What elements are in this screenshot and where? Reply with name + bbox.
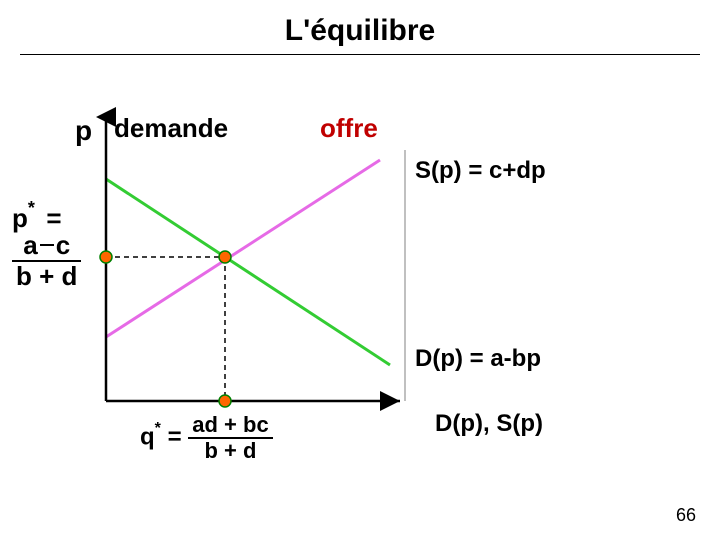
pstar-eq: = bbox=[46, 203, 61, 233]
x-axis-label: D(p), S(p) bbox=[435, 410, 543, 438]
supply-equation: S(p) = c+dp bbox=[415, 157, 546, 185]
slide-title: L'équilibre bbox=[0, 0, 720, 54]
pstar-sup: * bbox=[28, 198, 35, 218]
qstar-equation: q* = ad + bc b + d bbox=[140, 413, 273, 463]
pstar-var: p bbox=[12, 203, 28, 233]
qstar-fraction: ad + bc b + d bbox=[188, 413, 272, 463]
pstar-equation: p* = ac b + d bbox=[12, 205, 81, 290]
y-axis-label: p bbox=[75, 115, 92, 147]
offre-label: offre bbox=[320, 113, 378, 144]
qstar-var: q bbox=[140, 424, 155, 451]
demand-equation: D(p) = a-bp bbox=[415, 345, 541, 373]
demande-label: demande bbox=[114, 113, 228, 144]
qstar-sup: * bbox=[155, 420, 161, 437]
qstar-eq: = bbox=[168, 424, 182, 451]
page-number: 66 bbox=[676, 505, 696, 526]
pstar-fraction: ac b + d bbox=[12, 231, 81, 290]
main-content: p demande offre S(p) = c+dp D(p) = a-bp … bbox=[0, 55, 720, 525]
